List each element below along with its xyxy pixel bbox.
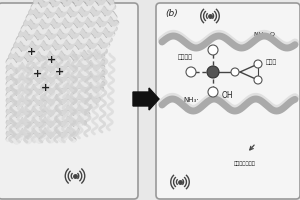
Circle shape	[254, 76, 262, 84]
Text: 免疫层生物防消: 免疫层生物防消	[234, 162, 256, 166]
Circle shape	[208, 45, 218, 55]
Circle shape	[208, 87, 218, 97]
Text: +: +	[33, 69, 43, 79]
FancyArrow shape	[133, 88, 159, 110]
Text: 离子交换: 离子交换	[178, 54, 193, 60]
Text: (b): (b)	[165, 9, 178, 18]
FancyBboxPatch shape	[156, 3, 300, 199]
Text: +: +	[41, 83, 51, 93]
Circle shape	[254, 60, 262, 68]
Circle shape	[186, 67, 196, 77]
Text: NH₃· Q: NH₃· Q	[254, 31, 275, 36]
Circle shape	[231, 68, 239, 76]
FancyBboxPatch shape	[0, 3, 138, 199]
Text: 共价键: 共价键	[266, 59, 277, 65]
Text: NH₃·: NH₃·	[183, 97, 199, 103]
Text: +: +	[47, 55, 57, 65]
Text: +: +	[56, 67, 64, 77]
Text: OH: OH	[221, 92, 233, 100]
Text: +: +	[27, 47, 37, 57]
Circle shape	[207, 66, 219, 78]
